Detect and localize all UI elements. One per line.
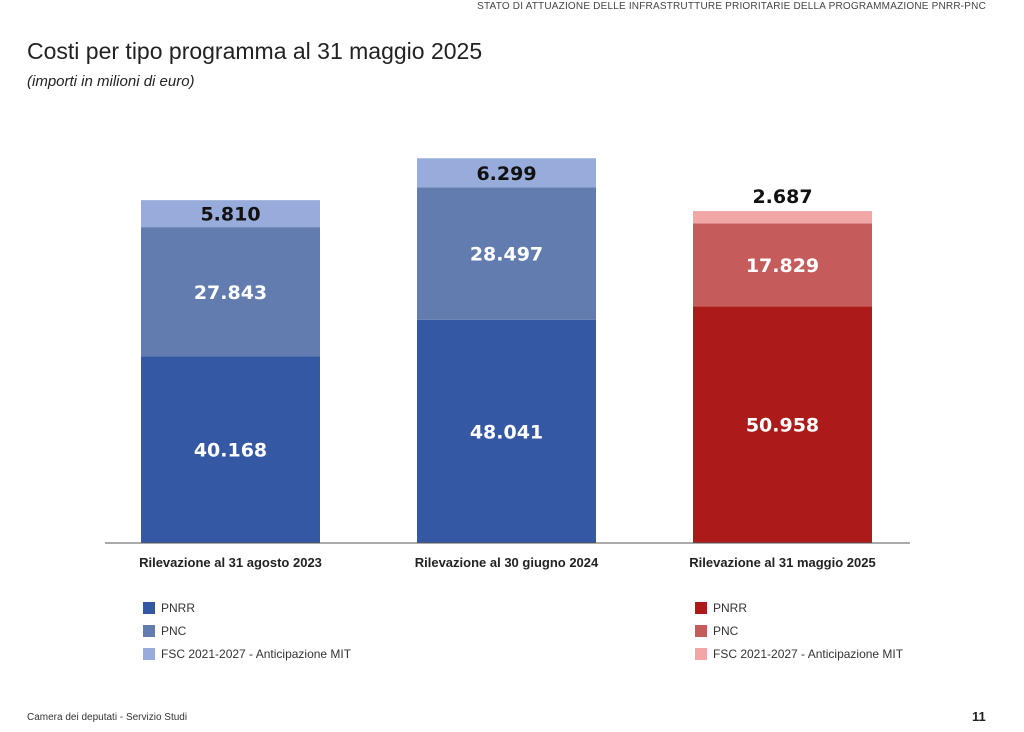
- legend-swatch: [143, 647, 155, 660]
- bar-segment: [693, 223, 872, 307]
- data-label: 40.168: [194, 440, 267, 462]
- running-header: STATO DI ATTUAZIONE DELLE INFRASTRUTTURE…: [477, 1, 986, 12]
- legend-label: PNC: [713, 623, 739, 638]
- legend-item: FSC 2021-2027 - Anticipazione MIT: [695, 642, 903, 665]
- legend-swatch: [143, 624, 155, 637]
- bar-segment: [417, 187, 596, 320]
- legend-label: PNC: [161, 623, 187, 638]
- data-label: 2.687: [752, 186, 812, 208]
- legend-swatch: [695, 624, 707, 637]
- bar-segment: [141, 200, 320, 228]
- bar-segment: [141, 356, 320, 543]
- data-label: 5.810: [200, 204, 260, 226]
- data-label: 50.958: [746, 415, 819, 437]
- data-label: 48.041: [470, 421, 543, 443]
- legend-swatch: [695, 601, 707, 614]
- legend-item: PNRR: [695, 596, 903, 619]
- footer: Camera dei deputati - Servizio Studi: [27, 712, 188, 723]
- chart-title: Costi per tipo programma al 31 maggio 20…: [27, 38, 483, 64]
- data-label: 6.299: [476, 163, 536, 185]
- bar-segment: [417, 319, 596, 543]
- legend-label: FSC 2021-2027 - Anticipazione MIT: [161, 646, 352, 661]
- legend-blue: PNRR PNC FSC 2021-2027 - Anticipazione M…: [143, 596, 351, 665]
- bar-segment: [141, 227, 320, 357]
- chart-subtitle: (importi in milioni di euro): [27, 73, 195, 90]
- legend-swatch: [143, 601, 155, 614]
- data-label: 27.843: [194, 282, 267, 304]
- legend-item: PNC: [143, 619, 351, 642]
- stacked-bar-chart: 40.168 27.843 5.810 Rilevazione al 31 agost…: [105, 158, 910, 570]
- bar-segment: [693, 211, 872, 224]
- bar-segment: [417, 158, 596, 188]
- legend-label: PNRR: [161, 600, 196, 615]
- legend-item: PNC: [695, 619, 903, 642]
- legend-item: FSC 2021-2027 - Anticipazione MIT: [143, 642, 351, 665]
- data-label: 28.497: [470, 244, 543, 266]
- legend-label: PNRR: [713, 600, 748, 615]
- legend-swatch: [695, 647, 707, 660]
- legend-item: PNRR: [143, 596, 351, 619]
- category-label: Rilevazione al 31 maggio 2025: [689, 555, 875, 570]
- bar-segment: [693, 306, 872, 543]
- legend-label: FSC 2021-2027 - Anticipazione MIT: [713, 646, 904, 661]
- legend-red: PNRR PNC FSC 2021-2027 - Anticipazione M…: [695, 596, 903, 665]
- data-label: 17.829: [746, 255, 819, 277]
- page-number: 11: [972, 709, 986, 724]
- category-label: Rilevazione al 30 giugno 2024: [415, 555, 599, 570]
- category-label: Rilevazione al 31 agosto 2023: [139, 555, 322, 570]
